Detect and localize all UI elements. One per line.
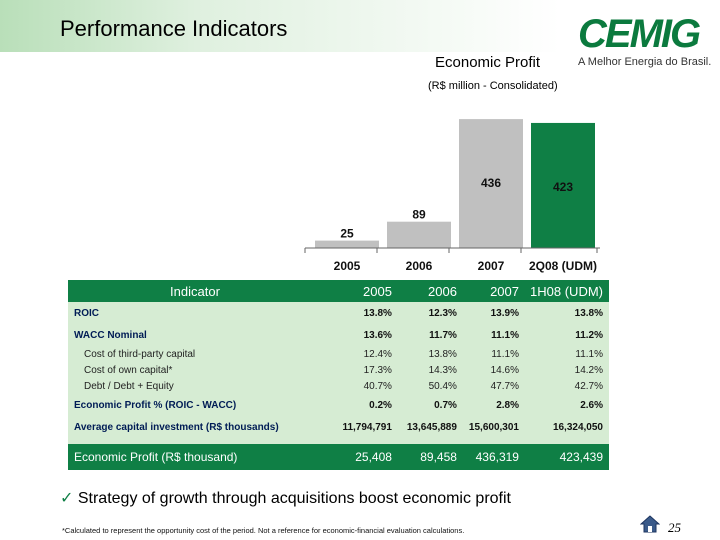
table-cell: 423,439 <box>524 444 609 470</box>
table-row-economic-profit-pct: Economic Profit % (ROIC - WACC) 0.2% 0.7… <box>68 394 609 416</box>
table-cell: 12.4% <box>363 348 392 360</box>
table-cell: 11.7% <box>429 329 457 341</box>
table-cell: 11.1% <box>575 348 603 360</box>
table-cell: Debt / Debt + Equity <box>84 380 174 392</box>
footnote: *Calculated to represent the opportunity… <box>62 526 465 535</box>
table-row-debt-ratio: Debt / Debt + Equity 40.7% 50.4% 47.7% 4… <box>68 378 609 394</box>
cemig-logo: CEMIG A Melhor Energia do Brasil. <box>578 14 713 74</box>
bar-2Q08 (UDM) <box>531 122 595 248</box>
bullet-point: ✓ Strategy of growth through acquisition… <box>60 488 511 508</box>
table-cell: 25,408 <box>327 444 398 470</box>
category-label-2Q08 (UDM): 2Q08 (UDM) <box>529 259 597 273</box>
table-row-avg-capital: Average capital investment (R$ thousands… <box>68 416 609 438</box>
table-cell: 13.8% <box>363 307 392 319</box>
data-label-2Q08 (UDM): 423 <box>553 180 573 194</box>
logo-tagline: A Melhor Energia do Brasil. <box>578 56 712 68</box>
table-cell: 436,319 <box>462 444 525 470</box>
table-cell: 13.8% <box>428 348 457 360</box>
data-label-2007: 436 <box>481 176 501 190</box>
table-cell: 13.9% <box>490 307 519 319</box>
category-label-2007: 2007 <box>478 259 505 273</box>
table-cell: Economic Profit % (ROIC - WACC) <box>74 399 237 411</box>
table-cell: WACC Nominal <box>74 329 147 341</box>
table-header-row: Indicator 2005 2006 2007 1H08 (UDM) <box>68 280 609 302</box>
table-cell: 13,645,889 <box>406 421 457 433</box>
table-row-wacc: WACC Nominal 13.6% 11.7% 11.1% 11.2% <box>68 324 609 346</box>
table-cell: 50.4% <box>428 380 457 392</box>
header-2005: 2005 <box>327 280 398 302</box>
table-cell: 11.2% <box>575 329 603 341</box>
chart-title: Economic Profit <box>435 54 541 71</box>
table-cell: 14.3% <box>428 364 457 376</box>
table-cell: 42.7% <box>574 380 603 392</box>
bar-2006 <box>387 221 451 248</box>
table-row-third-party-cost: Cost of third-party capital 12.4% 13.8% … <box>68 346 609 362</box>
data-label-2006: 89 <box>412 208 426 222</box>
table-cell: Average capital investment (R$ thousands… <box>74 421 279 433</box>
indicators-table: Indicator 2005 2006 2007 1H08 (UDM) ROIC… <box>68 280 609 470</box>
header-1h08: 1H08 (UDM) <box>524 280 609 302</box>
table-cell: 11,794,791 <box>342 421 392 433</box>
header-band <box>0 0 560 52</box>
data-label-2005: 25 <box>340 227 354 241</box>
table-cell: 11.1% <box>491 329 519 341</box>
category-label-2006: 2006 <box>406 259 433 273</box>
checkmark-icon: ✓ <box>60 490 74 507</box>
logo-wordmark: CEMIG <box>578 12 701 56</box>
table-cell: Economic Profit (R$ thousand) <box>68 444 328 470</box>
category-label-2005: 2005 <box>334 259 361 273</box>
page-number: 25 <box>668 520 681 535</box>
table-row-roic: ROIC 13.8% 12.3% 13.9% 13.8% <box>68 302 609 324</box>
economic-profit-chart: 25 2005 89 2006 436 2007 423 2Q08 (UDM) <box>304 119 600 273</box>
table-cell: 40.7% <box>363 380 392 392</box>
home-icon[interactable] <box>640 515 660 533</box>
chart-subtitle: (R$ million - Consolidated) <box>428 80 558 92</box>
header-2007: 2007 <box>462 280 525 302</box>
table-cell: 47.7% <box>490 380 519 392</box>
header-2006: 2006 <box>397 280 463 302</box>
table-row-own-capital-cost: Cost of own capital* 17.3% 14.3% 14.6% 1… <box>68 362 609 378</box>
table-cell: 14.6% <box>490 364 519 376</box>
table-cell: 89,458 <box>397 444 463 470</box>
table-cell: 17.3% <box>363 364 392 376</box>
bullet-text: Strategy of growth through acquisitions … <box>77 490 511 507</box>
table-cell: 13.8% <box>574 307 603 319</box>
table-cell: 13.6% <box>363 329 392 341</box>
table-cell: 2.8% <box>496 399 519 411</box>
table-row-economic-profit: Economic Profit (R$ thousand) 25,408 89,… <box>68 444 609 470</box>
table-cell: 14.2% <box>574 364 603 376</box>
header-indicator: Indicator <box>68 280 328 302</box>
table-cell: 12.3% <box>428 307 457 319</box>
table-cell: 11.1% <box>491 348 519 360</box>
table-cell: 16,324,050 <box>552 421 603 433</box>
table-cell: 2.6% <box>580 399 603 411</box>
bar-2005 <box>315 240 379 248</box>
page-title: Performance Indicators <box>60 16 288 41</box>
table-cell: Cost of third-party capital <box>84 348 196 360</box>
table-cell: ROIC <box>74 307 99 319</box>
table-cell: 15,600,301 <box>468 421 519 433</box>
bar-2007 <box>459 119 523 249</box>
table-cell: 0.2% <box>369 399 392 411</box>
table-cell: Cost of own capital* <box>84 364 173 376</box>
table-cell: 0.7% <box>434 399 457 411</box>
